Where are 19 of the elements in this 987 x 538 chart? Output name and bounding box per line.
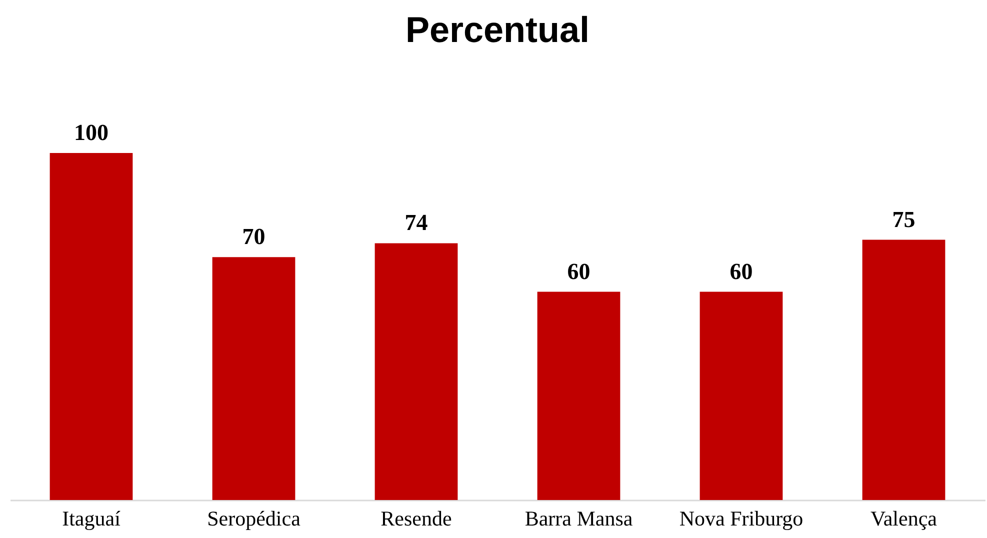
data-label: 60 bbox=[730, 258, 753, 284]
data-label: 70 bbox=[242, 224, 266, 250]
x-tick-label: Valença bbox=[870, 506, 938, 530]
bar bbox=[700, 292, 783, 500]
chart-title: Percentual bbox=[405, 9, 590, 50]
bar bbox=[862, 240, 946, 500]
bar bbox=[50, 153, 133, 500]
data-label: 74 bbox=[404, 210, 428, 236]
data-label: 100 bbox=[74, 120, 108, 145]
x-tick-label: Barra Mansa bbox=[524, 506, 634, 530]
x-tick-label: Seropédica bbox=[207, 506, 302, 530]
data-label: 75 bbox=[892, 206, 916, 232]
bar bbox=[212, 257, 296, 500]
x-tick-label: Itaguaí bbox=[62, 506, 121, 530]
bar bbox=[374, 243, 458, 500]
data-label: 60 bbox=[567, 258, 590, 284]
x-tick-label: Nova Friburgo bbox=[679, 506, 804, 530]
bar bbox=[537, 292, 620, 500]
x-tick-label: Resende bbox=[380, 506, 452, 530]
